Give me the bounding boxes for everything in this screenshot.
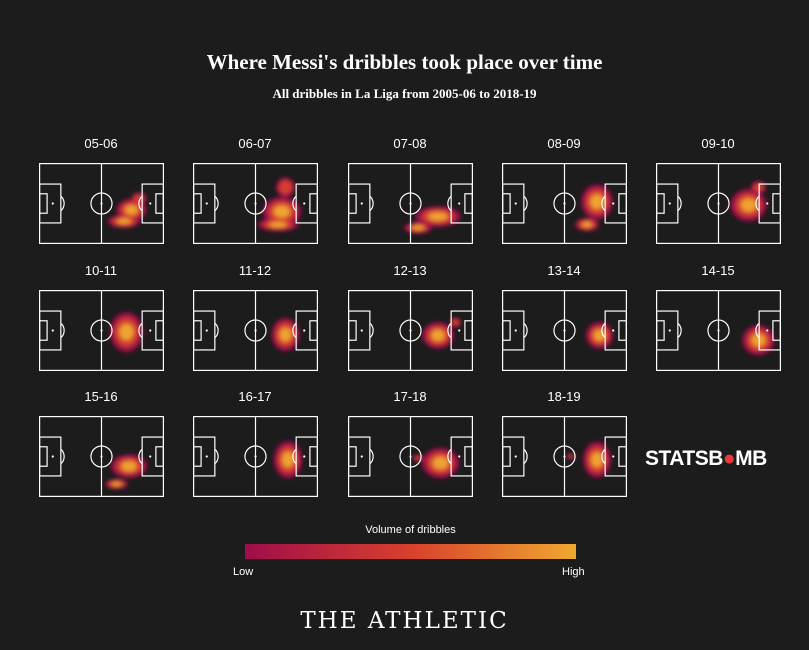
heat-zone (119, 323, 134, 341)
chart-title: Where Messi's dribbles took place over t… (206, 50, 603, 74)
season-label: 07-08 (393, 136, 427, 151)
pitch-lines (502, 163, 628, 245)
heat-zones (412, 447, 460, 479)
season-label: 10-11 (84, 263, 118, 278)
bomb-icon: ● (722, 447, 736, 470)
heat-zones (422, 317, 461, 349)
pitch-lines (656, 163, 782, 245)
season-label: 09-10 (701, 136, 735, 151)
pitch-heatmap (193, 416, 319, 498)
pitch-heatmap (39, 163, 165, 245)
heat-zone (451, 319, 460, 326)
season-label: 14-15 (701, 263, 735, 278)
pitch-heatmap (39, 416, 165, 498)
heat-zones (585, 322, 614, 349)
heat-zone (431, 329, 445, 341)
heat-zone (567, 454, 574, 459)
legend-gradient-bar (245, 544, 576, 559)
pitch-heatmap (348, 290, 474, 372)
heat-zone (590, 194, 604, 210)
season-label: 08-09 (547, 136, 581, 151)
season-label: 11-12 (238, 263, 272, 278)
heat-zones (566, 441, 611, 478)
chart-subtitle: All dribbles in La Liga from 2005-06 to … (272, 86, 537, 101)
pitch-heatmap (39, 290, 165, 372)
heat-zone (414, 455, 422, 461)
heat-zones (730, 181, 767, 222)
heat-zone (751, 333, 766, 347)
heat-zones (575, 184, 613, 232)
heat-zone (282, 451, 294, 468)
pitch-lines (39, 163, 165, 245)
pitch-heatmap (502, 290, 628, 372)
pitch-heatmap (348, 416, 474, 498)
heat-zones (271, 318, 300, 352)
heat-zones (273, 441, 303, 479)
heat-zone (582, 221, 592, 228)
statsbomb-logo-text-end: MB (735, 447, 767, 470)
legend-high-label: High (562, 566, 585, 578)
season-label: 12-13 (393, 263, 427, 278)
heat-zone (279, 327, 292, 342)
heat-zone (111, 481, 122, 487)
pitch-heatmap (193, 290, 319, 372)
season-label: 18-19 (547, 389, 581, 404)
season-label: 13-14 (547, 263, 581, 278)
the-athletic-logo: THE ATHLETIC (300, 608, 509, 634)
pitch-lines (193, 416, 319, 498)
heat-zones (257, 177, 302, 232)
statsbomb-logo-text: STATSB (645, 447, 723, 470)
pitch-heatmap (193, 163, 319, 245)
season-label: 15-16 (84, 389, 118, 404)
heat-zone (117, 218, 131, 225)
pitch-heatmap (348, 163, 474, 245)
heat-zone (278, 180, 293, 195)
heat-zone (269, 221, 287, 228)
heat-zone (753, 182, 764, 192)
heat-zone (432, 456, 449, 470)
heat-zone (591, 452, 603, 468)
heat-zone (121, 461, 137, 472)
pitch-heatmap (656, 163, 782, 245)
legend-title: Volume of dribbles (365, 524, 456, 536)
legend-low-label: Low (233, 566, 254, 578)
pitch-heatmap (502, 416, 628, 498)
heat-zone (412, 225, 424, 231)
heat-zones (404, 206, 461, 234)
season-label: 16-17 (238, 389, 272, 404)
heat-zone (125, 205, 138, 215)
pitch-heatmap (656, 290, 782, 372)
heat-zones (109, 312, 144, 353)
season-label: 17-18 (393, 389, 427, 404)
heat-zones (104, 454, 148, 489)
pitch-lines (502, 416, 628, 498)
heat-zone (740, 198, 757, 212)
pitch-grid: 05-06 06-07 07-08 08-09 09-10 10-11 11-12 12-13… (39, 136, 782, 498)
heat-zone (273, 205, 290, 218)
season-label: 05-06 (84, 136, 118, 151)
pitch-heatmap (502, 163, 628, 245)
season-label: 06-07 (238, 136, 272, 151)
heat-zones (742, 325, 775, 356)
heat-zone (428, 212, 448, 221)
statsbomb-logo: STATSB●MB (645, 447, 805, 471)
